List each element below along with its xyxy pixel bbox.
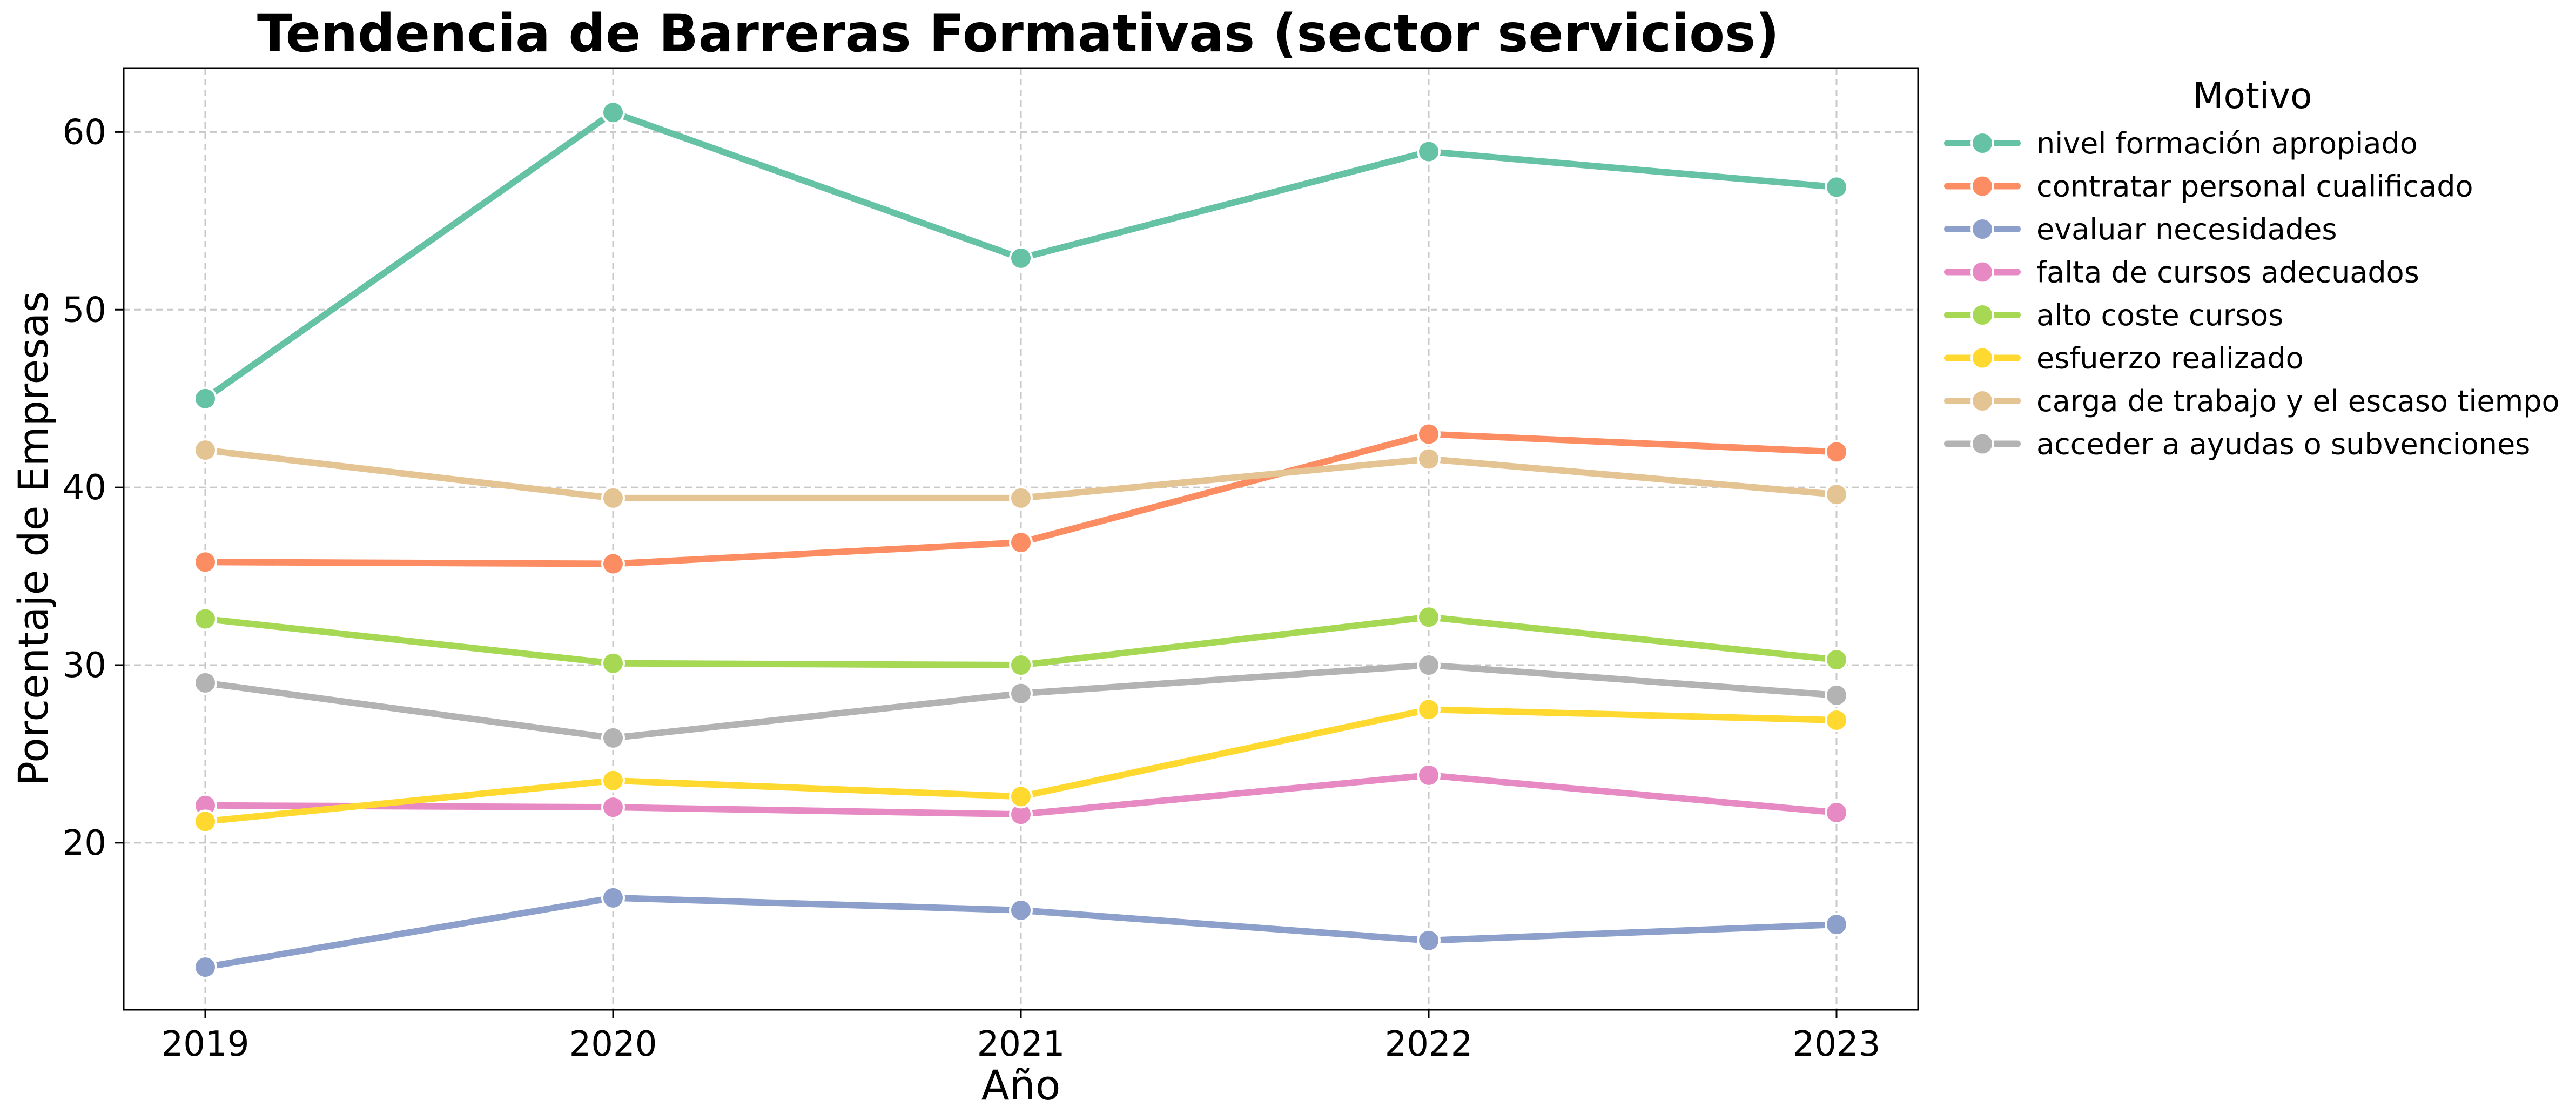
data-point [1009,653,1033,677]
legend-label: alto coste cursos [2036,298,2283,332]
data-point [601,795,625,820]
data-point [601,768,625,793]
series-group [193,886,1848,980]
data-point [601,726,625,750]
data-point [193,550,217,574]
data-point [1417,422,1441,446]
legend-marker [1970,131,1994,155]
data-point [1825,175,1848,199]
data-point [1825,648,1848,672]
y-tick-label: 50 [63,290,106,330]
data-point [1825,683,1848,707]
y-tick-label: 20 [63,823,106,863]
legend-marker [1970,217,1994,241]
series-layer [193,100,1848,980]
legend-label: falta de cursos adecuados [2036,256,2419,290]
y-axis: 20 30 40 50 60 [63,112,124,863]
data-point [1009,246,1033,270]
y-axis-label: Porcentaje de Empresas [9,291,57,786]
y-tick-label: 60 [63,112,106,152]
x-axis: 2019 2020 2021 2022 2023 [162,1010,1881,1064]
x-tick-label: 2019 [162,1024,250,1064]
data-point [601,552,625,576]
data-point [1417,605,1441,629]
legend-marker [1970,303,1994,327]
legend-title: Motivo [2193,75,2312,117]
y-tick-label: 40 [63,468,106,508]
data-point [1009,486,1033,510]
series-group [193,100,1848,411]
data-point [1417,763,1441,787]
legend-label: evaluar necesidades [2036,212,2337,246]
x-tick-label: 2021 [977,1024,1065,1064]
legend-marker [1970,174,1994,198]
legend-label: nivel formación apropiado [2036,126,2418,160]
data-point [1417,698,1441,722]
x-tick-label: 2022 [1385,1024,1473,1064]
data-point [1009,784,1033,809]
legend-item: nivel formación apropiado [1944,126,2418,160]
legend-item: evaluar necesidades [1944,212,2337,246]
data-point [1417,653,1441,677]
data-point [1417,928,1441,953]
legend-label: esfuerzo realizado [2036,341,2304,375]
legend-item: acceder a ayudas o subvenciones [1944,427,2530,461]
data-point [1825,800,1848,824]
data-point [601,651,625,675]
data-point [193,670,217,695]
data-point [193,386,217,411]
data-point [1825,708,1848,732]
legend-label: carga de trabajo y el escaso tiempo [2036,384,2560,418]
data-point [601,100,625,125]
data-point [1009,681,1033,706]
data-point [1825,440,1848,464]
legend-item: esfuerzo realizado [1944,341,2304,375]
legend-item: falta de cursos adecuados [1944,256,2419,290]
data-point [601,886,625,910]
x-axis-label: Año [981,1061,1061,1109]
data-point [1417,447,1441,471]
legend-label: acceder a ayudas o subvenciones [2036,427,2530,461]
series-group [193,605,1848,677]
series-group [193,653,1848,750]
legend: Motivo nivel formación apropiado contrata… [1944,75,2560,461]
data-point [1009,898,1033,922]
data-point [1825,913,1848,937]
data-point [1009,531,1033,555]
chart-title: Tendencia de Barreras Formativas (sector… [257,3,1779,64]
data-point [1825,482,1848,507]
y-tick-label: 30 [63,646,106,686]
series-group [193,763,1848,827]
legend-marker [1970,432,1994,456]
data-point [193,809,217,834]
data-point [1417,139,1441,164]
series-group [193,698,1848,834]
series-group [193,422,1848,576]
data-point [601,486,625,510]
legend-marker [1970,389,1994,413]
data-point [193,438,217,462]
legend-marker [1970,346,1994,370]
legend-item: contratar personal cualificado [1944,170,2473,204]
series-group [193,438,1848,510]
x-tick-label: 2020 [569,1024,657,1064]
data-point [193,955,217,980]
legend-marker [1970,260,1994,284]
legend-item: alto coste cursos [1944,298,2283,332]
legend-label: contratar personal cualificado [2036,170,2473,204]
x-tick-label: 2023 [1793,1024,1881,1064]
legend-item: carga de trabajo y el escaso tiempo [1944,384,2560,418]
data-point [193,607,217,631]
